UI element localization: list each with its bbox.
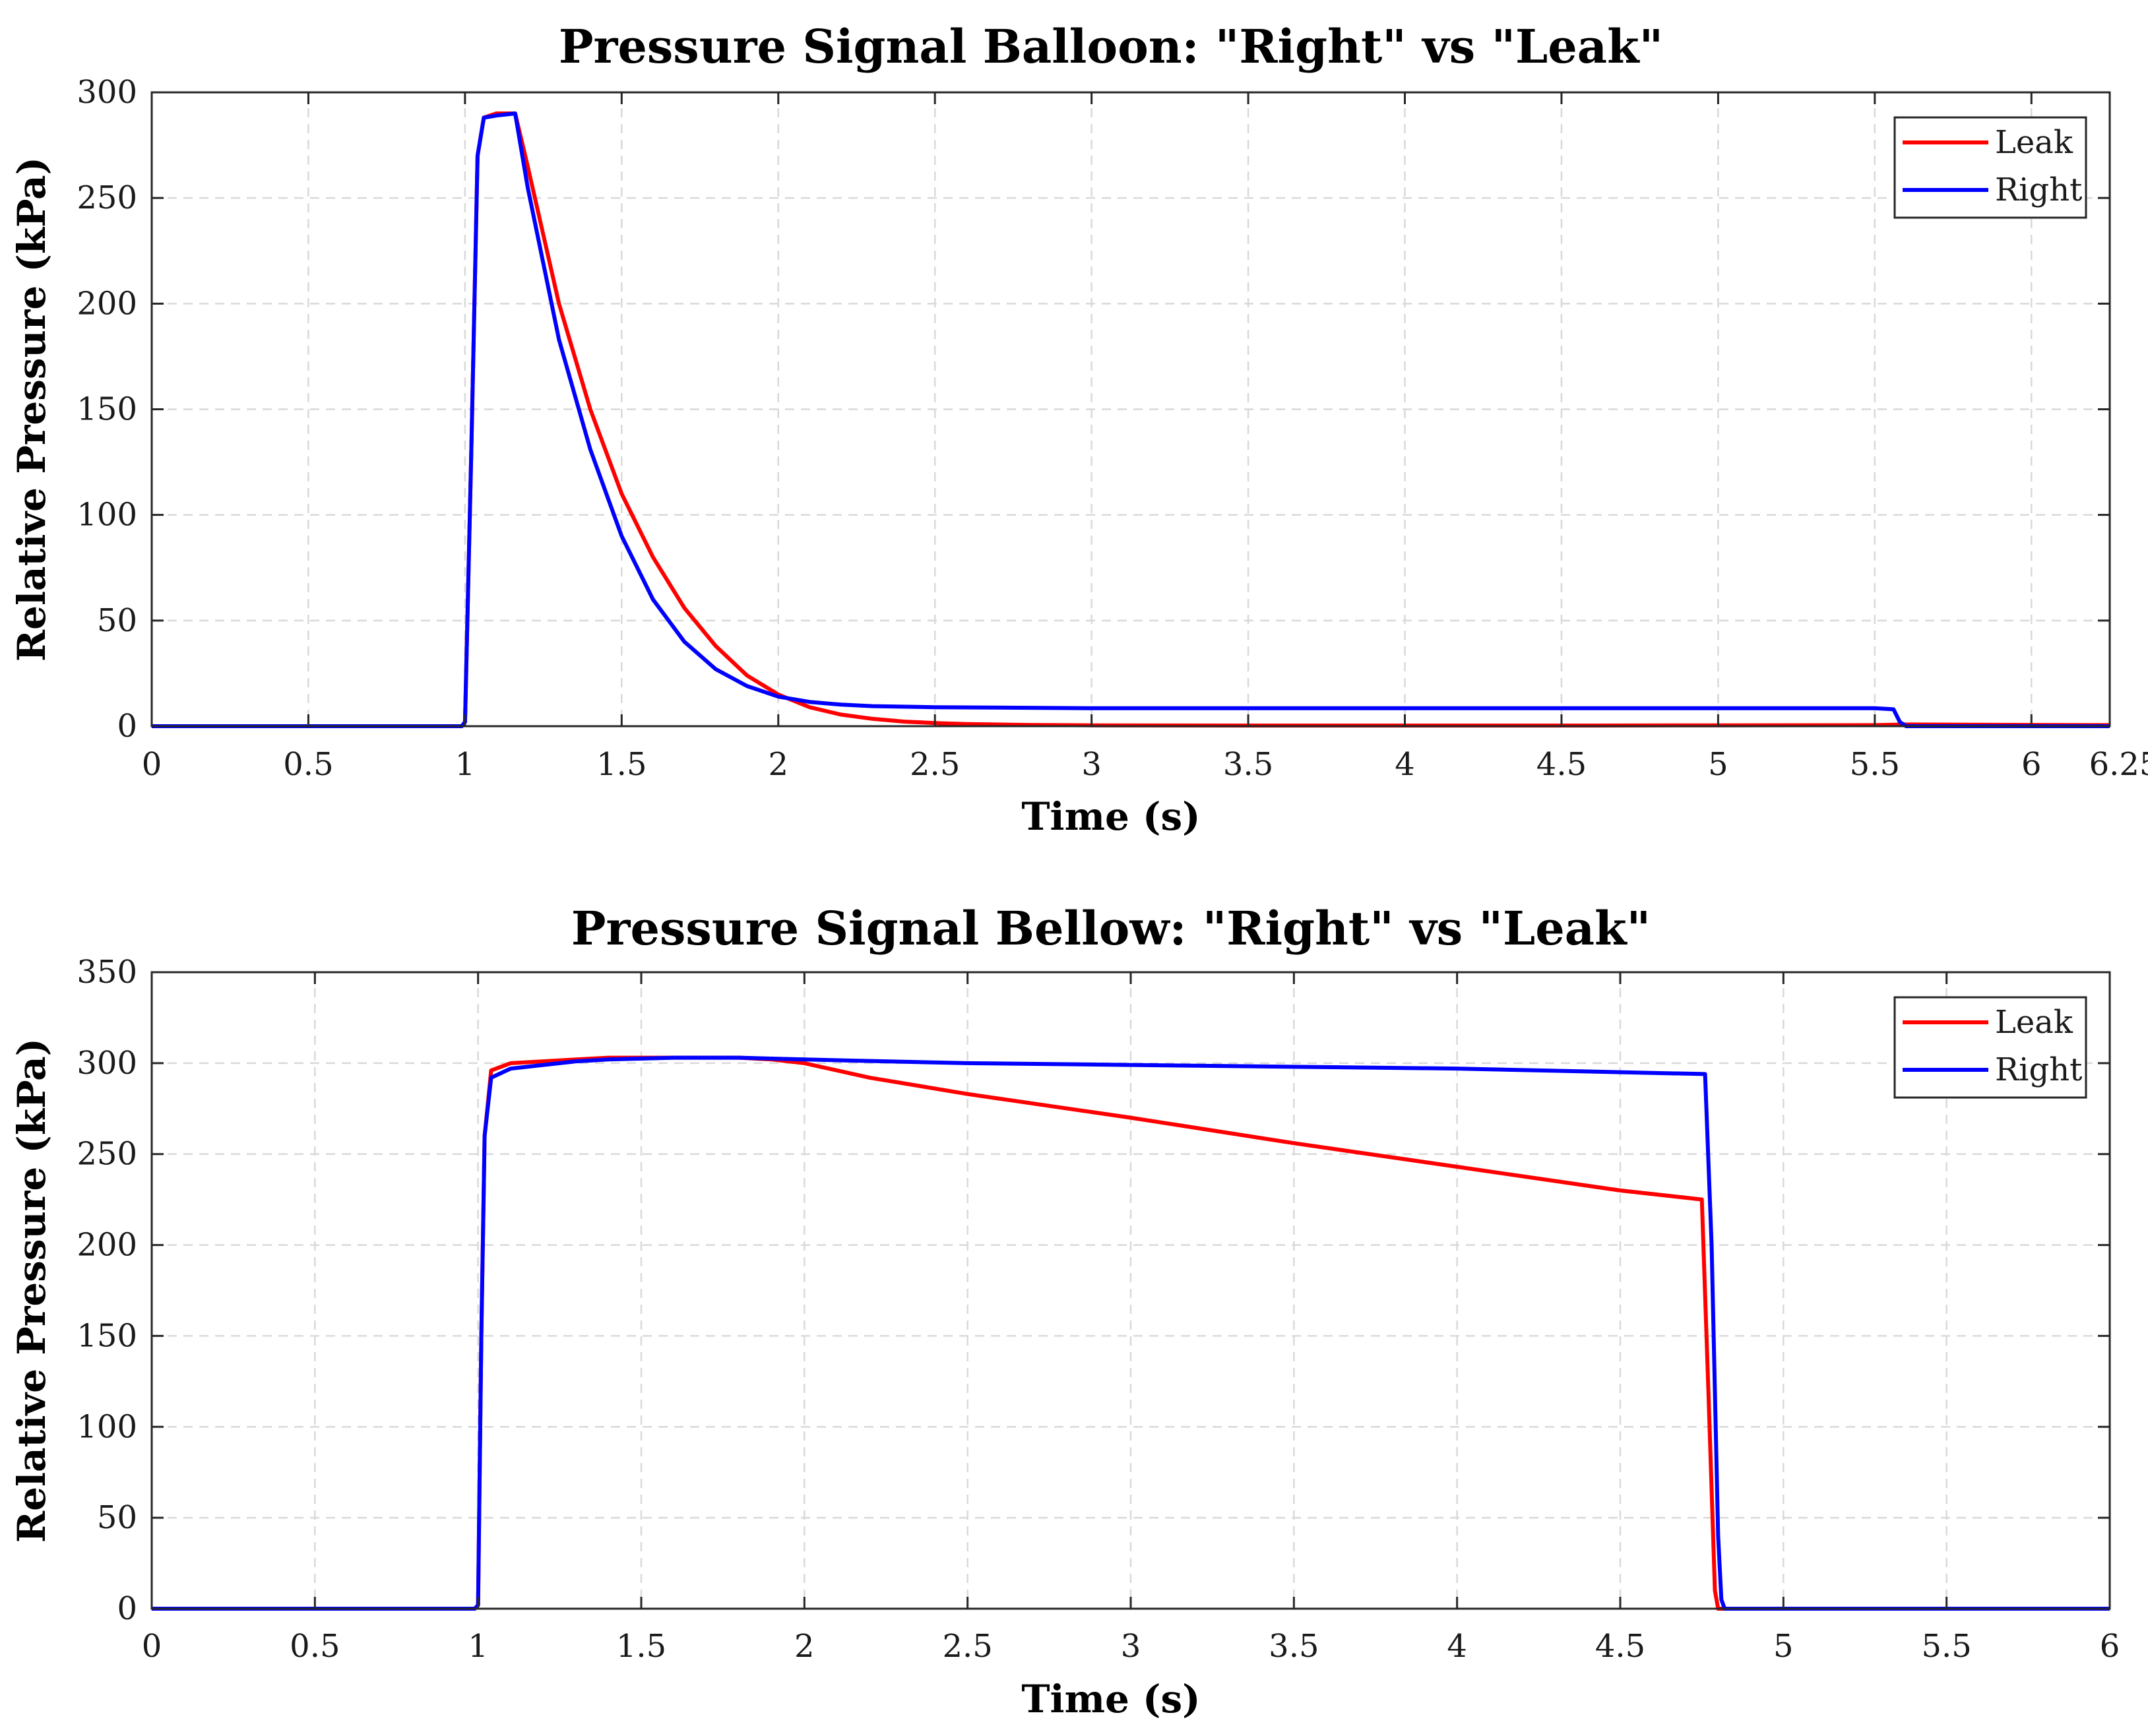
y-tick-label: 0 bbox=[117, 708, 137, 745]
x-tick-label: 1.5 bbox=[596, 746, 647, 783]
y-tick-label: 200 bbox=[77, 1227, 137, 1264]
legend-box bbox=[1893, 116, 2087, 219]
legend: Leak Right bbox=[1893, 116, 2087, 219]
x-tick-label: 5.5 bbox=[1921, 1628, 1971, 1665]
chart-title: Pressure Signal Bellow: "Right" vs "Leak… bbox=[571, 901, 1651, 956]
y-axis-label: Relative Pressure (kPa) bbox=[9, 1038, 54, 1543]
x-tick-label: 5 bbox=[1773, 1628, 1794, 1665]
y-tick-label: 100 bbox=[77, 497, 137, 534]
y-axis-label: Relative Pressure (kPa) bbox=[9, 157, 54, 662]
y-tick-label: 50 bbox=[97, 1499, 137, 1536]
y-tick-label: 150 bbox=[77, 1317, 137, 1354]
x-tick-label: 2 bbox=[768, 746, 788, 783]
chart-title: Pressure Signal Balloon: "Right" vs "Lea… bbox=[559, 19, 1663, 74]
x-tick-label: 2.5 bbox=[910, 746, 960, 783]
y-tick-label: 300 bbox=[77, 74, 137, 111]
x-tick-label: 2.5 bbox=[942, 1628, 992, 1665]
legend-label-right: Right bbox=[1995, 171, 2082, 208]
x-tick-label: 0.5 bbox=[290, 1628, 340, 1665]
legend: Leak Right bbox=[1893, 996, 2087, 1099]
y-tick-label: 0 bbox=[117, 1590, 137, 1627]
x-axis-label: Time (s) bbox=[1021, 794, 1200, 839]
legend-label-right: Right bbox=[1995, 1051, 2082, 1088]
x-tick-label: 6 bbox=[2021, 746, 2042, 783]
x-tick-label: 4.5 bbox=[1536, 746, 1587, 783]
legend-label-leak: Leak bbox=[1995, 124, 2073, 161]
x-tick-label: 2 bbox=[794, 1628, 815, 1665]
series-line-right bbox=[152, 111, 2110, 728]
x-axis-label: Time (s) bbox=[1021, 1677, 1200, 1721]
x-tick-label: 5.5 bbox=[1850, 746, 1900, 783]
x-tick-label: 1.5 bbox=[616, 1628, 666, 1665]
series-line-right bbox=[152, 1055, 2110, 1611]
y-tick-label: 200 bbox=[77, 285, 137, 322]
y-tick-label: 50 bbox=[97, 602, 137, 639]
x-tick-label: 1 bbox=[455, 746, 476, 783]
x-tick-label: 0 bbox=[142, 1628, 162, 1665]
x-tick-label: 5 bbox=[1708, 746, 1728, 783]
x-tick-label: 6 bbox=[2100, 1628, 2120, 1665]
chart-panel-bellow: 0 0.5 1 1.5 2 2.5 3 3.5 4 4.5 5 5.5 6 0 50 100 150 200 250… bbox=[9, 901, 2120, 1721]
x-tick-label: 6.25 bbox=[2089, 746, 2148, 783]
x-tick-label: 4.5 bbox=[1595, 1628, 1645, 1665]
x-tick-label: 3 bbox=[1081, 746, 1102, 783]
chart-panel-balloon: 0 0.5 1 1.5 2 2.5 3 3.5 4 4.5 5 5.5 6 6.25 0 50 100 150 20… bbox=[9, 19, 2148, 839]
y-tick-label: 250 bbox=[77, 1136, 137, 1173]
legend-box bbox=[1893, 996, 2087, 1099]
x-tick-label: 0.5 bbox=[283, 746, 333, 783]
y-tick-label: 150 bbox=[77, 391, 137, 428]
x-tick-label: 4 bbox=[1447, 1628, 1467, 1665]
y-tick-label: 250 bbox=[77, 179, 137, 216]
x-tick-label: 3.5 bbox=[1269, 1628, 1319, 1665]
legend-label-leak: Leak bbox=[1995, 1004, 2073, 1041]
x-tick-label: 0 bbox=[142, 746, 162, 783]
x-tick-label: 1 bbox=[468, 1628, 488, 1665]
x-tick-label: 3 bbox=[1121, 1628, 1141, 1665]
y-tick-label: 300 bbox=[77, 1045, 137, 1082]
x-tick-label: 3.5 bbox=[1223, 746, 1273, 783]
series-group bbox=[152, 1055, 2110, 1611]
x-tick-label: 4 bbox=[1395, 746, 1415, 783]
y-tick-label: 100 bbox=[77, 1408, 137, 1445]
y-tick-label: 350 bbox=[77, 954, 137, 991]
